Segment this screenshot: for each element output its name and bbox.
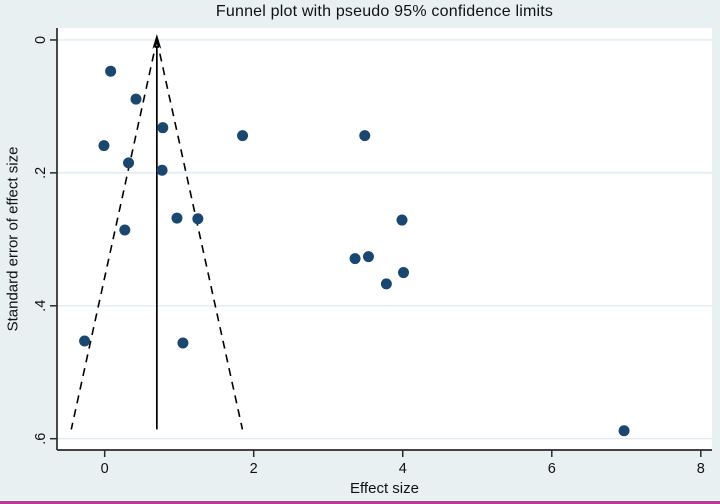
data-point [349,253,361,265]
data-point [380,278,392,290]
data-point [398,267,410,279]
data-point [359,130,371,142]
data-point [119,224,131,236]
x-tick-label: 2 [250,461,258,477]
data-point [237,130,249,142]
data-point [105,65,117,77]
x-tick-label: 4 [399,461,407,477]
y-tick-label: 0 [33,36,49,44]
data-point [123,157,135,169]
y-tick-label: .6 [33,433,49,445]
data-point [177,337,189,349]
data-point [171,212,183,224]
y-tick-label: .2 [33,167,49,179]
funnel-upper-ci-line [156,39,244,430]
chart-title: Funnel plot with pseudo 95% confidence l… [215,3,554,20]
y-tick-label: .4 [33,300,49,312]
plot-area [57,28,712,450]
x-tick-label: 8 [697,461,705,477]
funnel-lower-ci-line [70,39,158,430]
x-tick-label: 6 [548,461,556,477]
data-point [98,140,110,152]
data-point [156,164,168,176]
x-axis-title: Effect size [350,480,419,497]
data-point [130,93,142,105]
data-point [618,425,630,437]
data-point [192,213,204,225]
center-line-arrowhead [152,33,162,49]
data-point [396,214,408,226]
data-point [157,122,169,134]
bottom-border [0,500,720,504]
data-point [362,251,374,263]
x-tick-label: 0 [101,461,109,477]
data-point [79,335,91,347]
